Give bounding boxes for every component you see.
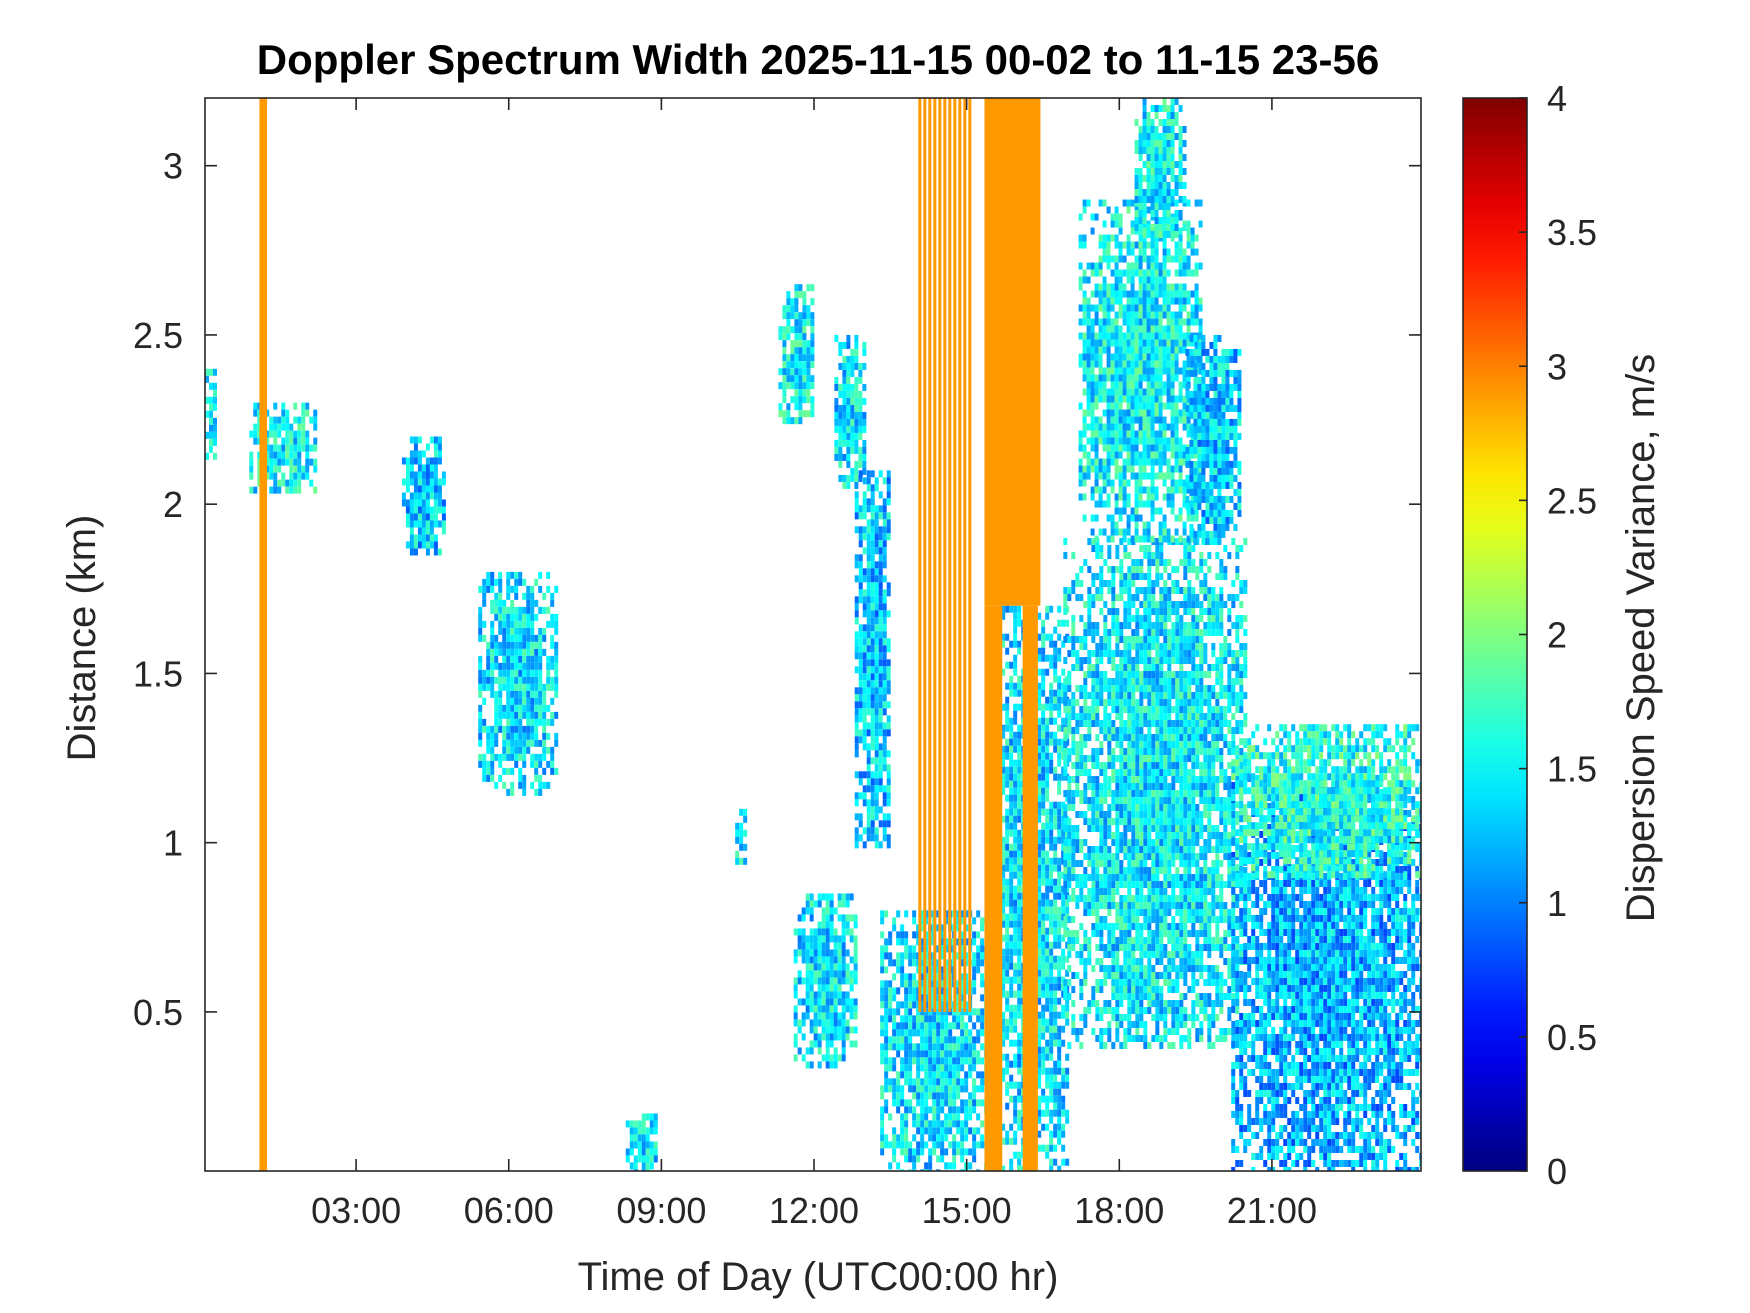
echo-region-5 (834, 334, 867, 489)
y-tick-label: 1 (163, 823, 183, 864)
echo-region-6 (854, 470, 891, 849)
saturated-band-2 (984, 98, 1041, 606)
saturated-band-1 (918, 98, 972, 1012)
colorbar-label: Dispersion Speed Variance, m/s (1619, 354, 1663, 922)
colorbar-gradient (1463, 98, 1527, 1171)
x-tick-label: 09:00 (616, 1190, 706, 1231)
saturated-band-3 (984, 605, 1003, 1171)
x-tick-label: 18:00 (1074, 1190, 1164, 1231)
echo-region-17 (735, 808, 748, 865)
chart-title: Doppler Spectrum Width 2025-11-15 00-02 … (257, 36, 1379, 83)
x-tick-label: 15:00 (922, 1190, 1012, 1231)
y-tick-label: 1.5 (133, 653, 183, 694)
y-tick-label: 0.5 (133, 992, 183, 1033)
saturated-band-0 (259, 98, 268, 1171)
y-tick-label: 2 (163, 484, 183, 525)
y-tick-label: 2.5 (133, 315, 183, 356)
x-axis-label: Time of Day (UTC00:00 hr) (578, 1255, 1059, 1299)
echo-region-16 (625, 1113, 658, 1171)
echo-region-3 (478, 571, 559, 796)
colorbar: 0 0.5 1 1.5 2 2.5 3 3.5 4 (1462, 78, 1597, 1192)
x-tick-label: 12:00 (769, 1190, 859, 1231)
plot-frame (204, 97, 1422, 1172)
echo-region-10 (1063, 538, 1248, 1050)
x-tick-label: 03:00 (311, 1190, 401, 1231)
colorbar-tick-label: 2.5 (1547, 480, 1597, 521)
colorbar-tick-label: 4 (1547, 78, 1567, 119)
echo-region-11 (1078, 199, 1203, 543)
x-tick-label: 21:00 (1227, 1190, 1317, 1231)
plot-area (205, 98, 1421, 1171)
echo-region-13 (1185, 334, 1242, 545)
saturated-band-4 (1022, 605, 1038, 1171)
axes: 03:00 06:00 09:00 12:00 15:00 18:00 21:00 0.5 1 1… (133, 97, 1422, 1231)
colorbar-tick-label: 1 (1547, 883, 1567, 924)
colorbar-tick-label: 2 (1547, 615, 1567, 656)
colorbar-tick-label: 1.5 (1547, 749, 1597, 790)
colorbar-tick-label: 0.5 (1547, 1017, 1597, 1058)
colorbar-tick-label: 3 (1547, 346, 1567, 387)
x-tick-label: 06:00 (464, 1190, 554, 1231)
echo-region-8 (880, 910, 989, 1171)
echo-region-0 (205, 368, 217, 460)
echo-region-2 (401, 436, 446, 556)
y-axis-label: Distance (km) (60, 515, 104, 762)
echo-region-15 (1231, 724, 1421, 879)
echo-region-12 (1134, 98, 1187, 238)
colorbar-tick-label: 0 (1547, 1151, 1567, 1192)
echo-region-4 (778, 284, 815, 425)
y-tick-label: 3 (163, 146, 183, 187)
echo-region-7 (793, 893, 858, 1069)
colorbar-tick-label: 3.5 (1547, 212, 1597, 253)
